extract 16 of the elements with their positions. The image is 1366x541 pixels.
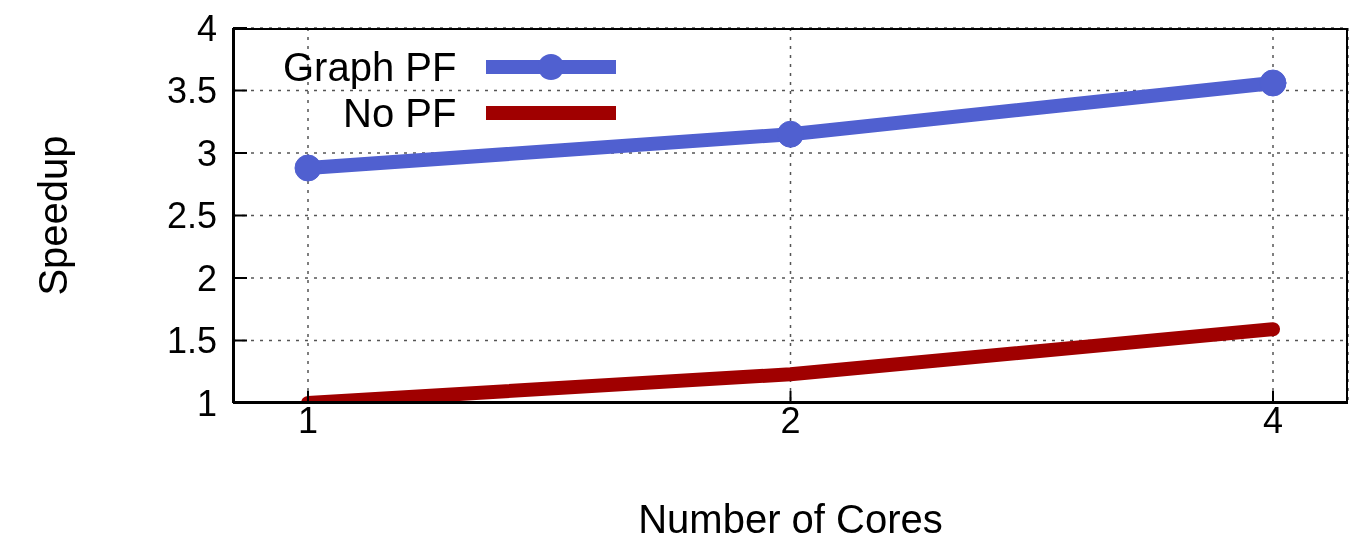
point [1259,69,1287,97]
point [777,120,804,148]
x-tick-label: 2 [780,399,801,441]
y-tick-label: 2.5 [166,195,217,237]
y-tick-label: 3.5 [166,70,217,112]
y-axis-title: Speedup [31,135,76,296]
point [294,154,322,182]
legend-label: No PF [342,90,457,136]
x-tick-label: 4 [1262,399,1284,441]
y-tick-label: 1.5 [166,320,217,362]
x-axis-title: Number of Cores [638,497,943,541]
y-tick-label: 3 [196,132,217,174]
y-tick-label: 2 [196,257,217,299]
legend-label: Graph PF [283,44,457,90]
y-tick-label: 4 [196,7,217,49]
x-tick-label: 1 [297,399,319,441]
